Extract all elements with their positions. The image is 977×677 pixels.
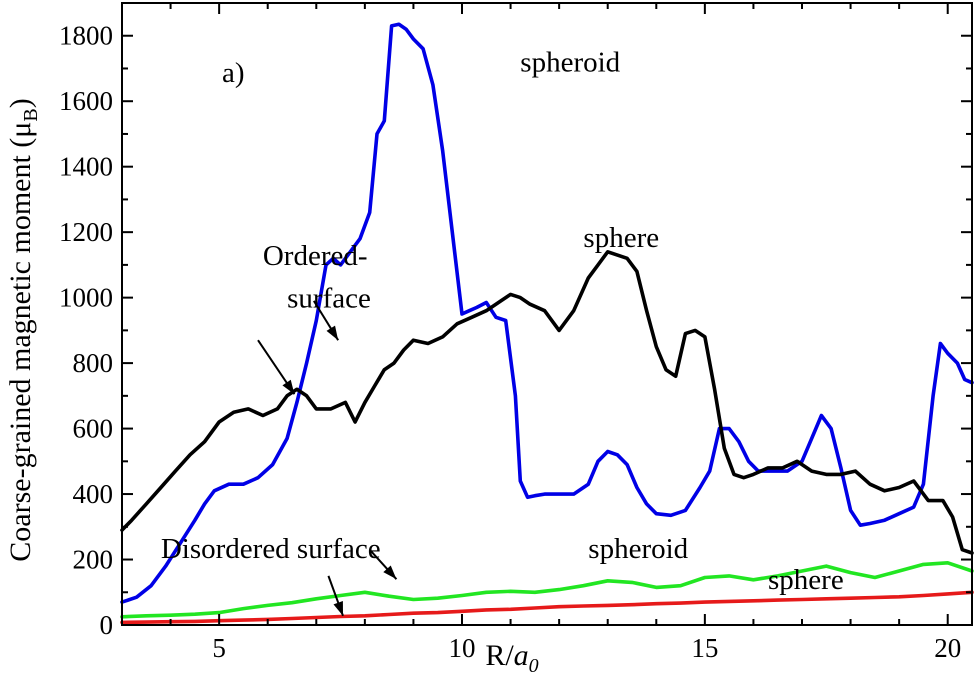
- annotation-arrowhead: [282, 379, 295, 395]
- annotation-label: Ordered-: [263, 240, 368, 272]
- x-tick-label: 15: [691, 633, 718, 663]
- annotation-arrows: [257, 300, 398, 617]
- annotation-label: spheroid: [588, 533, 688, 565]
- annotation-arrowhead: [383, 565, 397, 580]
- x-tick-label: 10: [449, 633, 476, 663]
- y-tick-label: 1800: [59, 21, 113, 51]
- y-axis-title-subscript: B: [20, 108, 42, 121]
- x-tick-label: 20: [934, 633, 961, 663]
- annotation-label: surface: [287, 282, 371, 314]
- y-tick-label: 800: [73, 348, 114, 378]
- series-line-2: [120, 560, 974, 619]
- series-line-0: [120, 22, 974, 604]
- y-tick-label: 400: [73, 479, 114, 509]
- x-axis-title: R/a0: [485, 639, 538, 677]
- y-axis-title: Coarse-grained magnetic moment (μB): [4, 98, 42, 561]
- x-axis-title-main: R/: [485, 639, 514, 672]
- y-tick-label: 600: [73, 414, 114, 444]
- x-axis-title-subscript: 0: [529, 655, 539, 677]
- y-tick-label: 1600: [59, 86, 113, 116]
- annotations-layer: spheroid sphere Ordered-surface Disordered …: [161, 47, 844, 596]
- y-axis-title-main: Coarse-grained magnetic moment (μ: [4, 122, 37, 562]
- y-axis-title-close: ): [4, 98, 37, 108]
- plot-frame: [121, 2, 973, 626]
- annotation-label: Disordered surface: [161, 533, 381, 565]
- series-line-3: [120, 590, 974, 625]
- annotation-arrowhead: [333, 600, 343, 616]
- series-layer: [120, 22, 974, 625]
- y-tick-label: 1000: [59, 283, 113, 313]
- annotation-label: spheroid: [520, 47, 620, 79]
- y-tick-label: 1200: [59, 217, 113, 247]
- series-line-1: [120, 250, 974, 555]
- panel-label: a): [222, 57, 245, 89]
- x-axis-title-italic: a: [514, 639, 529, 672]
- annotation-label: sphere: [583, 222, 659, 254]
- annotation-label: sphere: [768, 564, 844, 596]
- y-tick-label: 1400: [59, 152, 113, 182]
- x-tick-label: 5: [212, 633, 226, 663]
- annotation-arrowhead: [326, 325, 339, 341]
- y-tick-label: 0: [100, 610, 114, 640]
- y-tick-label: 200: [73, 545, 114, 575]
